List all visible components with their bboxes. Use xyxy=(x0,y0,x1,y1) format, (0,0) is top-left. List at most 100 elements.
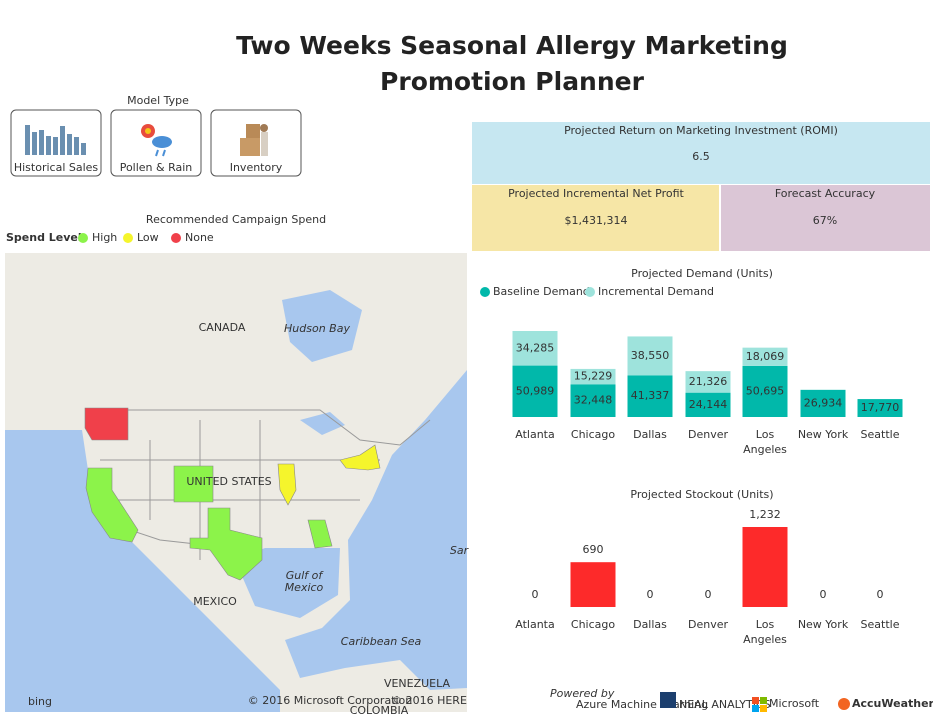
bar-segment xyxy=(800,389,846,417)
map-label: COLOMBIA xyxy=(350,704,409,717)
map-label: Sar xyxy=(450,544,470,557)
data-label: 26,934 xyxy=(804,396,843,409)
x-tick-label: Denver xyxy=(688,428,728,441)
data-label: 690 xyxy=(583,543,604,556)
bar-segment xyxy=(627,375,673,417)
kpi-value: 67% xyxy=(813,214,837,227)
bar xyxy=(742,527,788,607)
bar-segment xyxy=(685,392,731,417)
legend-label: Baseline Demand xyxy=(493,285,590,298)
legend-title: Spend Level xyxy=(6,231,82,244)
data-label: 0 xyxy=(877,588,884,601)
bar-segment xyxy=(742,347,788,366)
data-label: 0 xyxy=(820,588,827,601)
map-label: Gulf of Mexico xyxy=(285,569,325,594)
kpi-card xyxy=(721,185,930,251)
bar-segment xyxy=(512,365,558,417)
state-region xyxy=(173,465,214,503)
legend-swatch xyxy=(585,287,595,297)
data-label: 0 xyxy=(705,588,712,601)
legend-label: High xyxy=(92,231,117,244)
data-label: 41,337 xyxy=(631,389,670,402)
model-buttons xyxy=(10,109,302,177)
x-tick-label: Seattle xyxy=(861,428,900,441)
data-label: 15,229 xyxy=(574,370,613,383)
data-label: 0 xyxy=(647,588,654,601)
state-region xyxy=(189,507,263,581)
bar-segment xyxy=(627,336,673,376)
page-title: Two Weeks Seasonal Allergy Marketing Prom… xyxy=(236,31,788,96)
footer-logo: NEAL ANALYTICS xyxy=(679,698,771,711)
data-label: 24,144 xyxy=(689,398,728,411)
bar-segment xyxy=(512,331,558,366)
kpi-label: Projected Incremental Net Profit xyxy=(508,187,684,200)
map-provider: bing xyxy=(28,695,52,708)
button-label: Inventory xyxy=(230,161,283,174)
x-tick-label: Atlanta xyxy=(515,428,554,441)
x-tick-label: Dallas xyxy=(633,618,667,631)
map-title: Recommended Campaign Spend xyxy=(146,213,326,226)
data-label: 17,770 xyxy=(861,401,900,414)
map-attribution: © 2016 HERE xyxy=(391,694,467,707)
footer-text: Powered by xyxy=(550,687,615,700)
legend-label: Low xyxy=(137,231,159,244)
logo-icon xyxy=(752,705,759,712)
logo-icon xyxy=(838,698,850,710)
map-attribution: © 2016 Microsoft Corporation xyxy=(248,694,413,707)
bar-segment xyxy=(742,365,788,417)
bar xyxy=(570,562,616,607)
x-tick-label: New York xyxy=(798,618,849,631)
legend-swatch xyxy=(171,233,181,243)
x-tick-label: Denver xyxy=(688,618,728,631)
footer-logo: AccuWeather xyxy=(852,697,933,710)
state-region xyxy=(84,407,129,441)
x-tick-label: Chicago xyxy=(571,618,615,631)
kpi-value: $1,431,314 xyxy=(565,214,628,227)
data-label: 0 xyxy=(532,588,539,601)
button-label: Pollen & Rain xyxy=(120,161,193,174)
footer-logo: Microsoft xyxy=(769,697,820,710)
data-label: 1,232 xyxy=(749,508,781,521)
logo-icon xyxy=(660,692,676,708)
data-label: 34,285 xyxy=(516,341,555,354)
map-label: Hudson Bay xyxy=(284,322,350,335)
legend-swatch xyxy=(480,287,490,297)
button-label: Historical Sales xyxy=(14,161,99,174)
legend-swatch xyxy=(123,233,133,243)
data-label: 38,550 xyxy=(631,349,670,362)
state-region xyxy=(307,519,333,549)
map-label: UNITED STATES xyxy=(186,475,271,488)
bar-segment xyxy=(685,371,731,393)
x-tick-label: New York xyxy=(798,428,849,441)
state-region xyxy=(85,467,139,543)
kpi-value: 6.5 xyxy=(692,150,710,163)
state-region xyxy=(277,463,297,506)
logo-icon xyxy=(760,697,767,704)
kpi-label: Projected Return on Marketing Investment… xyxy=(564,124,838,137)
map-label: VENEZUELA xyxy=(384,677,451,690)
pollen-icon xyxy=(141,124,172,157)
state-region xyxy=(339,444,381,471)
bar-segment xyxy=(570,368,616,385)
model-type-label: Model Type xyxy=(127,94,189,107)
kpi-label: Forecast Accuracy xyxy=(775,187,876,200)
x-tick-label: Chicago xyxy=(571,428,615,441)
data-label: 50,989 xyxy=(516,384,555,397)
kpi-card xyxy=(472,185,719,251)
x-tick-label: Atlanta xyxy=(515,618,554,631)
map-label: Caribbean Sea xyxy=(341,635,422,648)
data-label: 50,695 xyxy=(746,384,785,397)
sales-icon xyxy=(25,125,86,155)
map[interactable] xyxy=(5,253,467,712)
map-label: CANADA xyxy=(199,321,246,334)
bar-segment xyxy=(857,399,903,417)
x-tick-label: Seattle xyxy=(861,618,900,631)
logo-icon xyxy=(752,697,759,704)
legend-label: Incremental Demand xyxy=(598,285,714,298)
legend-label: None xyxy=(185,231,214,244)
x-tick-label: Los Angeles xyxy=(743,428,787,456)
kpi-card xyxy=(472,122,930,184)
x-tick-label: Dallas xyxy=(633,428,667,441)
